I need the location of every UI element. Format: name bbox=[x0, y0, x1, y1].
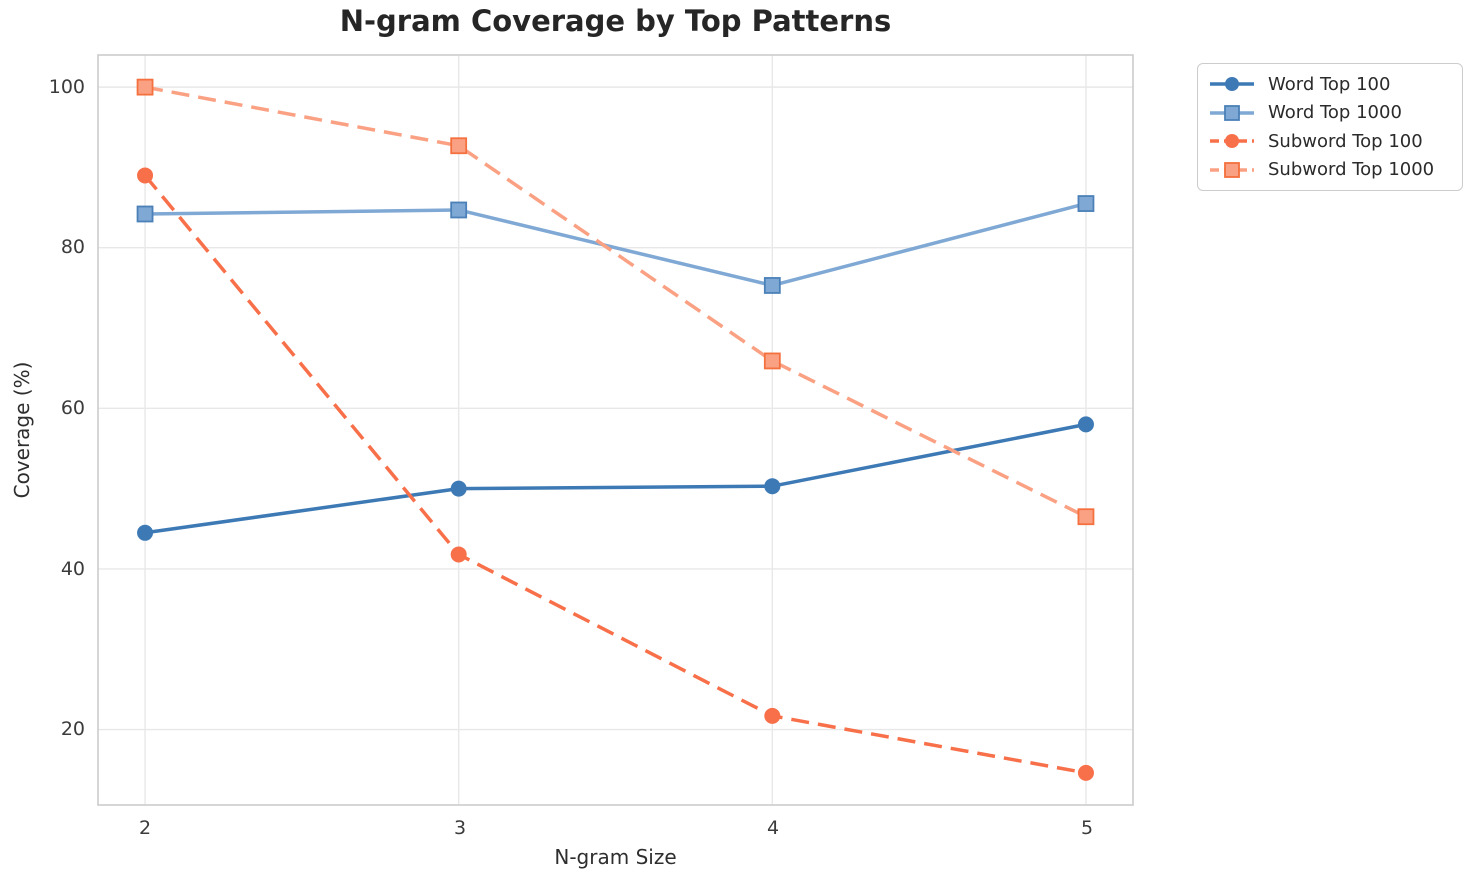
data-point-marker bbox=[450, 546, 467, 563]
legend-item-subword-top-1000: Subword Top 1000 bbox=[1208, 158, 1452, 182]
data-point-marker bbox=[136, 205, 154, 223]
data-point-marker bbox=[450, 480, 467, 497]
x-tick-4: 4 bbox=[766, 817, 780, 839]
data-point-marker bbox=[450, 137, 468, 155]
data-point-marker bbox=[1225, 134, 1239, 149]
data-point-marker bbox=[764, 478, 781, 495]
legend-item-word-top-100: Word Top 100 bbox=[1208, 72, 1452, 96]
data-point-marker bbox=[763, 277, 781, 294]
series-line bbox=[143, 174, 1087, 775]
legend-line-marker-icon bbox=[1210, 104, 1254, 121]
series-line bbox=[144, 85, 1087, 519]
x-tick-2: 2 bbox=[138, 817, 152, 839]
y-tick-40: 40 bbox=[60, 558, 85, 580]
y-tick-100: 100 bbox=[48, 76, 85, 98]
data-point-marker bbox=[1224, 104, 1240, 121]
data-point-marker bbox=[450, 201, 468, 219]
series-line bbox=[145, 201, 1087, 288]
data-point-marker bbox=[1077, 508, 1095, 526]
y-tick-20: 20 bbox=[60, 718, 85, 740]
legend-line-marker-icon bbox=[1210, 134, 1254, 149]
legend-label: Subword Top 100 bbox=[1268, 130, 1423, 152]
y-tick-60: 60 bbox=[60, 397, 85, 419]
legend-label: Subword Top 1000 bbox=[1268, 159, 1435, 181]
y-axis-label: Coverage (%) bbox=[10, 361, 34, 499]
data-point-marker bbox=[136, 78, 154, 96]
data-point-marker bbox=[1077, 764, 1094, 781]
data-point-marker bbox=[137, 524, 154, 541]
data-point-marker bbox=[764, 707, 781, 724]
legend-label: Word Top 100 bbox=[1268, 73, 1391, 95]
plot-border bbox=[97, 54, 1134, 806]
x-tick-5: 5 bbox=[1080, 817, 1094, 839]
legend-item-word-top-1000: Word Top 1000 bbox=[1208, 101, 1452, 125]
legend-line-marker-icon bbox=[1210, 161, 1254, 178]
legend: Word Top 100 Word Top 1000 Subword Top 1… bbox=[1197, 63, 1463, 191]
legend-line-marker-icon bbox=[1210, 77, 1254, 92]
x-axis-label: N-gram Size bbox=[554, 845, 677, 869]
legend-item-subword-top-100: Subword Top 100 bbox=[1208, 129, 1452, 153]
data-point-marker bbox=[1077, 416, 1094, 433]
y-tick-80: 80 bbox=[60, 236, 85, 258]
data-point-marker bbox=[137, 167, 154, 184]
data-point-marker bbox=[763, 352, 781, 370]
x-tick-3: 3 bbox=[453, 817, 467, 839]
series-line bbox=[144, 422, 1087, 535]
data-point-marker bbox=[1224, 161, 1240, 178]
chart-title: N-gram Coverage by Top Patterns bbox=[339, 4, 892, 38]
data-point-marker bbox=[1077, 195, 1095, 212]
legend-label: Word Top 1000 bbox=[1268, 102, 1402, 124]
data-point-marker bbox=[1225, 77, 1239, 92]
